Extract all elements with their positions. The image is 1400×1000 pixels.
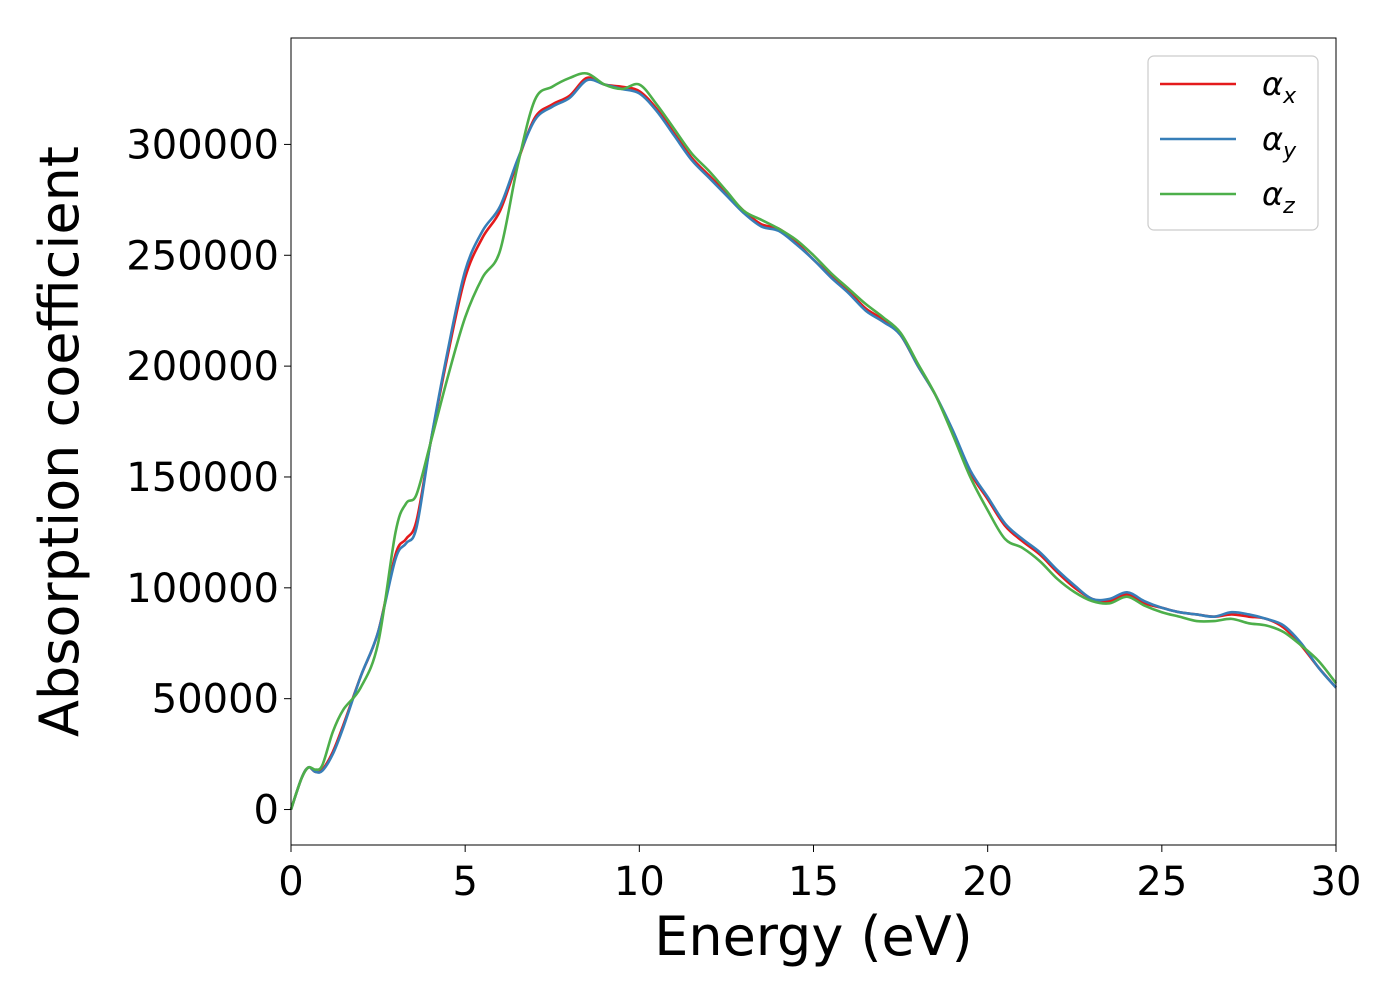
y-tick-label: 300000	[126, 122, 279, 168]
legend-label-x: αx	[1262, 65, 1297, 109]
x-tick-label: 0	[278, 859, 303, 905]
legend-label-y: αy	[1262, 120, 1297, 164]
y-tick-label: 50000	[152, 677, 279, 723]
x-axis-ticks: 0 5 10 15 20 25 30	[278, 845, 1361, 905]
series-layer	[289, 71, 1338, 810]
y-tick-label: 0	[254, 788, 279, 834]
legend-subscript: y	[1282, 139, 1297, 164]
x-tick-label: 25	[1136, 859, 1187, 905]
x-tick-label: 10	[614, 859, 665, 905]
y-tick-label: 250000	[126, 233, 279, 279]
series-line-y	[289, 78, 1337, 810]
legend-subscript: z	[1282, 194, 1295, 219]
y-tick-label: 150000	[126, 455, 279, 501]
x-axis-label: Energy (eV)	[654, 905, 973, 968]
legend-subscript: x	[1282, 84, 1297, 109]
legend-label-z: αz	[1262, 175, 1295, 219]
x-tick-label: 15	[788, 859, 839, 905]
legend-symbol: α	[1262, 120, 1283, 158]
series-line-z	[289, 71, 1338, 810]
x-tick-label: 5	[452, 859, 477, 905]
x-tick-label: 20	[962, 859, 1013, 905]
y-tick-label: 100000	[126, 566, 279, 612]
y-axis-label: Absorption coefficient	[28, 146, 91, 737]
legend-box	[1147, 55, 1319, 231]
x-tick-label: 30	[1311, 859, 1362, 905]
legend-symbol: α	[1262, 65, 1283, 103]
legend-symbol: α	[1262, 175, 1283, 213]
y-tick-label: 200000	[126, 344, 279, 390]
y-axis-ticks: 0 50000 100000 150000 200000 250000 300000	[126, 122, 291, 834]
